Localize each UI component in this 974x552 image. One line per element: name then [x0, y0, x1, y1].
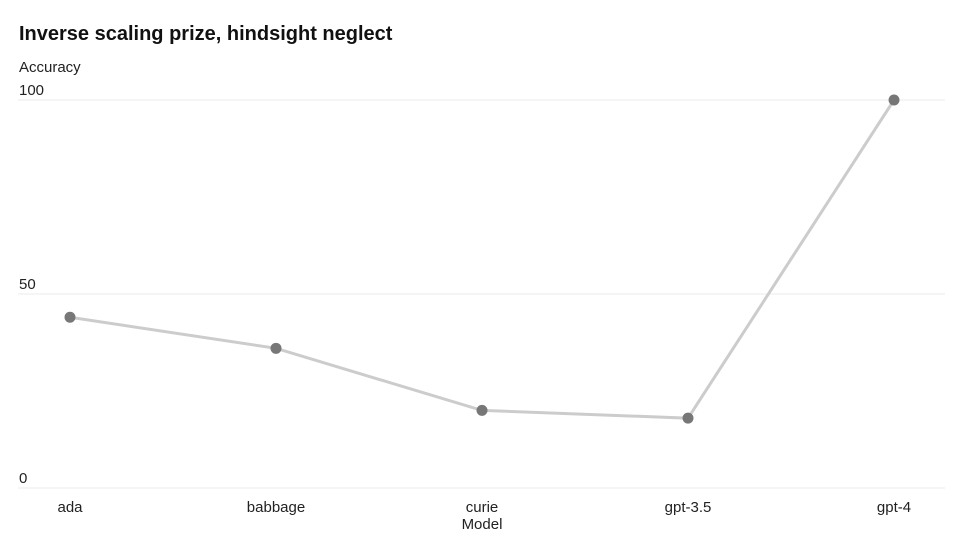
y-axis-label: Accuracy	[19, 59, 81, 76]
y-tick-label: 50	[19, 276, 36, 293]
point	[270, 342, 282, 354]
chart-title: Inverse scaling prize, hindsight neglect	[19, 23, 393, 45]
point	[64, 311, 76, 323]
x-tick-label: ada	[57, 499, 83, 516]
x-tick-label: gpt-4	[877, 499, 911, 516]
x-tick-label: curie	[466, 499, 499, 516]
point	[476, 404, 488, 416]
y-tick-label: 100	[19, 82, 44, 99]
x-axis-label: Model	[462, 516, 503, 533]
point	[682, 412, 694, 424]
x-tick-label: babbage	[247, 499, 305, 516]
point	[888, 94, 900, 106]
x-tick-label: gpt-3.5	[665, 499, 712, 516]
y-tick-label: 0	[19, 470, 27, 487]
line	[69, 99, 896, 420]
